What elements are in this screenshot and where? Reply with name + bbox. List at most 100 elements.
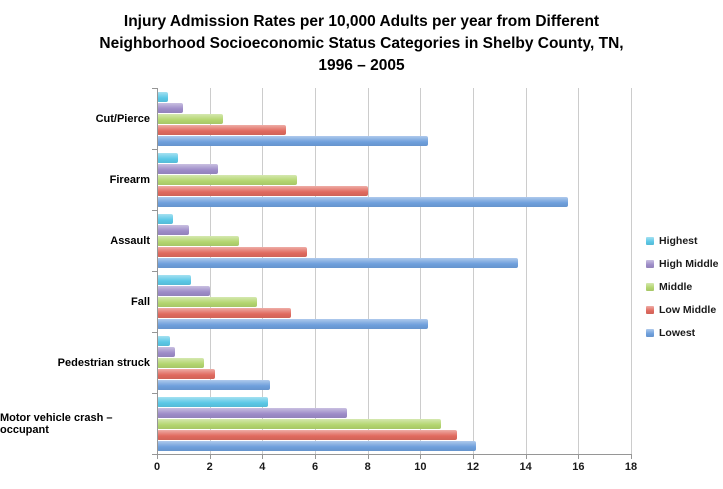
- bar-low-middle: [157, 125, 287, 135]
- y-axis-tick: [152, 210, 157, 211]
- bar-middle: [157, 114, 223, 124]
- gridline: [420, 88, 422, 454]
- bar-low-middle: [157, 369, 215, 379]
- chart-title: Injury Admission Rates per 10,000 Adults…: [0, 11, 723, 77]
- legend-label: Low Middle: [659, 304, 717, 316]
- bar-low-middle: [157, 308, 292, 318]
- bar-highest: [157, 214, 173, 224]
- gridline: [578, 88, 580, 454]
- bar-high-middle: [157, 164, 218, 174]
- x-tick-label: 16: [572, 461, 585, 473]
- x-axis-tick: [420, 454, 422, 459]
- x-axis-tick: [157, 454, 158, 459]
- gridline: [315, 88, 316, 454]
- y-axis-tick: [152, 332, 157, 333]
- legend-item: Highest: [646, 234, 719, 248]
- gridline: [525, 88, 527, 454]
- x-axis-tick: [209, 454, 211, 459]
- chart-title-line-3: 1996 – 2005: [318, 57, 405, 74]
- legend-label: Middle: [659, 281, 693, 293]
- legend-item: Lowest: [646, 326, 719, 340]
- bar-lowest: [157, 258, 518, 268]
- bar-low-middle: [157, 186, 368, 196]
- y-axis-tick: [152, 271, 157, 272]
- gridline: [209, 88, 211, 454]
- x-tick-label: 12: [466, 461, 480, 473]
- x-axis-tick: [367, 454, 369, 459]
- chart-title-line-2: Neighborhood Socioeconomic Status Catego…: [99, 35, 624, 52]
- legend-label: High Middle: [659, 258, 719, 270]
- bar-middle: [157, 175, 297, 185]
- legend-swatch: [646, 260, 654, 268]
- bar-lowest: [157, 197, 568, 207]
- gridline: [367, 88, 369, 454]
- x-axis-tick: [525, 454, 527, 459]
- bar-high-middle: [157, 347, 176, 357]
- legend-swatch: [646, 329, 654, 337]
- bar-highest: [157, 153, 179, 163]
- legend-item: Middle: [646, 280, 719, 294]
- plot-area: [157, 88, 632, 454]
- bar-middle: [157, 419, 442, 429]
- legend-label: Highest: [659, 235, 698, 247]
- x-axis-tick: [262, 454, 264, 459]
- bar-middle: [157, 236, 239, 246]
- x-tick-label: 4: [259, 461, 266, 473]
- x-tick-label: 14: [519, 461, 532, 473]
- legend-swatch: [646, 306, 654, 314]
- legend-item: Low Middle: [646, 303, 719, 317]
- x-tick-label: 6: [311, 461, 319, 473]
- bar-lowest: [157, 441, 476, 451]
- bar-highest: [157, 92, 168, 102]
- bar-high-middle: [157, 103, 184, 113]
- category-label: Cut/Pierce: [95, 112, 150, 125]
- bar-middle: [157, 297, 258, 307]
- bar-lowest: [157, 319, 429, 329]
- y-axis-tick: [152, 454, 157, 455]
- x-axis-tick: [473, 454, 474, 459]
- bar-middle: [157, 358, 205, 368]
- bar-high-middle: [157, 408, 347, 418]
- bar-group: [157, 393, 631, 454]
- x-tick-label: 2: [206, 461, 213, 473]
- legend-swatch: [646, 283, 654, 291]
- x-tick-label: 10: [414, 461, 427, 473]
- bar-highest: [157, 397, 268, 407]
- x-tick-label: 0: [153, 461, 161, 473]
- bar-group: [157, 271, 631, 332]
- gridline: [473, 88, 474, 454]
- category-label: Assault: [110, 234, 150, 247]
- category-label: Motor vehicle crash – occupant: [0, 411, 113, 436]
- x-axis-tick: [315, 454, 316, 459]
- x-tick-label: 8: [364, 461, 371, 473]
- bar-low-middle: [157, 247, 308, 257]
- legend-item: High Middle: [646, 257, 719, 271]
- category-label: Fall: [131, 295, 150, 308]
- bar-lowest: [157, 380, 271, 390]
- bar-group: [157, 88, 631, 149]
- x-axis-tick: [578, 454, 580, 459]
- category-label: Firearm: [109, 173, 150, 186]
- chart-title-line-1: Injury Admission Rates per 10,000 Adults…: [123, 13, 600, 30]
- bar-highest: [157, 275, 192, 285]
- gridline: [631, 88, 632, 454]
- bar-group: [157, 332, 631, 393]
- bar-high-middle: [157, 286, 210, 296]
- bar-low-middle: [157, 430, 458, 440]
- y-axis-tick: [152, 149, 157, 150]
- gridline: [262, 88, 264, 454]
- legend-label: Lowest: [659, 327, 696, 339]
- bar-group: [157, 210, 631, 271]
- legend-swatch: [646, 237, 654, 245]
- legend: Highest High Middle Middle Low Middle Lowest: [646, 234, 719, 349]
- x-axis-line: [157, 454, 632, 455]
- category-label: Pedestrian struck: [57, 356, 150, 369]
- bar-highest: [157, 336, 171, 346]
- y-axis-line: [157, 88, 158, 455]
- bar-group: [157, 149, 631, 210]
- bar-high-middle: [157, 225, 189, 235]
- y-axis-tick: [152, 88, 157, 89]
- bar-lowest: [157, 136, 429, 146]
- y-axis-tick: [152, 393, 157, 394]
